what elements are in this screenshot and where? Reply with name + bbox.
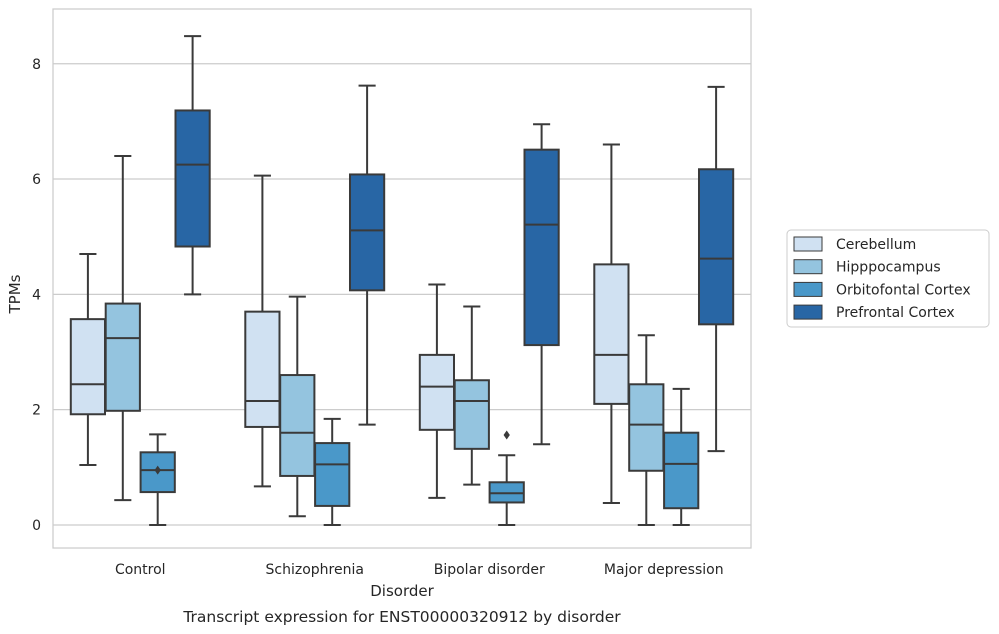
box-group (628, 334, 665, 526)
box-group (453, 305, 490, 486)
box-group (663, 387, 700, 526)
y-tick-label: 2 (32, 403, 41, 419)
legend-swatch (793, 304, 823, 320)
legend-swatch (793, 236, 823, 252)
box-group (348, 84, 386, 426)
box-iqr (174, 109, 211, 248)
chart-caption: Transcript expression for ENST0000032091… (182, 608, 621, 626)
box-group (314, 417, 351, 526)
legend-label: Orbitofontal Cortex (836, 282, 971, 298)
box-iqr (628, 383, 665, 472)
y-tick-label: 4 (32, 287, 41, 303)
y-tick-label: 0 (32, 518, 41, 534)
box-group (418, 283, 456, 499)
box-group (139, 433, 176, 526)
outlier-point (154, 465, 161, 475)
outlier-point (503, 430, 510, 440)
box-group (104, 155, 141, 502)
x-tick-label: Control (115, 562, 166, 578)
box-iqr (244, 310, 281, 428)
x-tick-label: Major depression (604, 562, 724, 578)
box-group (593, 143, 630, 505)
box-group (279, 295, 316, 518)
legend: Cerebellum Hipppocampus Orbitofontal Corte… (786, 229, 990, 328)
box-iqr (453, 379, 490, 450)
x-tick-label: Bipolar disorder (434, 562, 545, 578)
box-iqr (348, 173, 386, 292)
box-iqr (69, 318, 107, 416)
box-group (244, 174, 281, 488)
x-tick-label: Schizophrenia (266, 562, 364, 578)
box-iqr (314, 442, 351, 507)
x-axis-label: Disorder (370, 582, 434, 600)
box-group (69, 253, 107, 466)
x-axis: Control Schizophrenia Bipolar disorder Majo… (115, 562, 724, 578)
legend-frame (786, 229, 990, 328)
box-group (523, 123, 560, 446)
plot-frame (52, 8, 752, 549)
box-iqr (697, 168, 735, 326)
box-group (174, 35, 211, 296)
y-axis-label: TPMs (6, 274, 24, 314)
legend-label: Cerebellum (836, 237, 916, 253)
box-group (488, 430, 525, 526)
box-iqr (104, 302, 141, 412)
box-iqr (418, 353, 456, 431)
box-group (697, 85, 735, 453)
box-iqr (523, 148, 560, 347)
y-tick-label: 8 (32, 57, 41, 73)
legend-swatch (793, 259, 823, 275)
y-tick-label: 6 (32, 172, 41, 188)
box-iqr (279, 374, 316, 477)
box-iqr (593, 263, 630, 405)
boxes-layer (69, 35, 735, 526)
legend-label: Hipppocampus (836, 260, 941, 276)
box-iqr (663, 431, 700, 510)
legend-swatch (793, 281, 823, 297)
y-axis: 0 2 4 6 8 (32, 57, 41, 534)
legend-label: Prefrontal Cortex (836, 305, 955, 321)
